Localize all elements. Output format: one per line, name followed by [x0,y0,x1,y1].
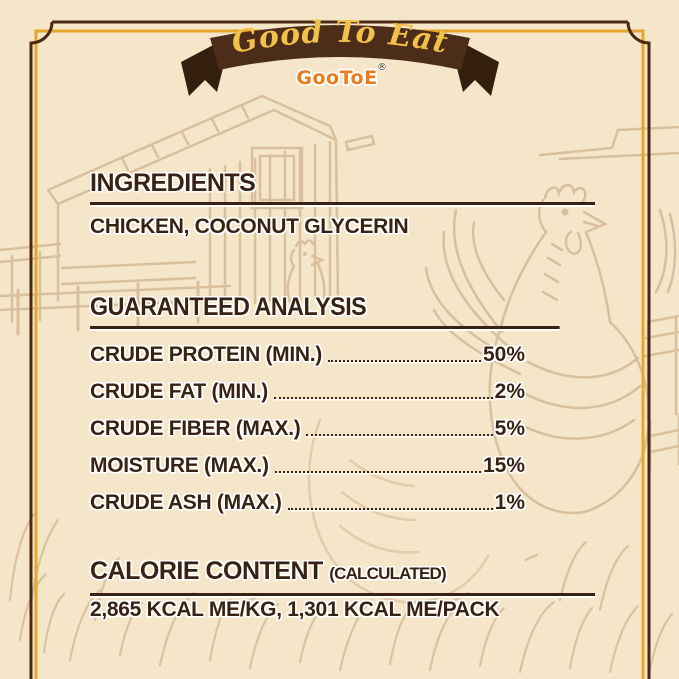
row-value: 2% [494,380,525,403]
guaranteed-analysis-heading-text: GUARANTEED ANALYSIS [90,293,367,321]
row-label: CRUDE FIBER (MAX.) [90,417,301,440]
table-row: CRUDE ASH (MAX.) 1% [90,477,525,514]
frame-dark-right-line [626,21,651,679]
table-row: CRUDE FAT (MIN.) 2% [90,366,525,403]
row-label: MOISTURE (MAX.) [90,454,269,477]
ingredients-heading: INGREDIENTS [90,170,595,205]
row-value: 15% [482,454,525,477]
calorie-content-note: (CALCULATED) [329,564,446,583]
ingredients-value: CHICKEN, COCONUT GLYCERIN [90,215,409,238]
rooster-wattle [564,230,583,255]
table-row: CRUDE FIBER (MAX.) 5% [90,403,525,440]
registered-mark: ® [377,62,387,73]
row-value: 50% [482,343,525,366]
brand-logo-text: GooToE [296,67,377,89]
guaranteed-analysis-table: CRUDE PROTEIN (MIN.) 50% CRUDE FAT (MIN.… [90,329,525,514]
dotted-leader [273,397,493,399]
row-value: 5% [494,417,525,440]
row-label: CRUDE ASH (MAX.) [90,491,282,514]
dotted-leader [274,471,481,473]
row-label: CRUDE PROTEIN (MIN.) [90,343,322,366]
calorie-content-heading-text: CALORIE CONTENT [90,557,323,585]
hen-head [294,239,315,248]
rooster-beak [582,210,608,234]
frame-dark-left-line [29,21,54,679]
horizon-line [538,125,679,157]
row-value: 1% [494,491,525,514]
dotted-leader [287,508,493,510]
guaranteed-analysis-heading: GUARANTEED ANALYSIS [90,294,560,329]
calorie-content-heading: CALORIE CONTENT (CALCULATED) [90,558,595,596]
table-row: MOISTURE (MAX.) 15% [90,440,525,477]
crate [646,314,679,324]
rooster-eye [561,208,569,216]
calorie-content-value: 2,865 KCAL ME/KG, 1,301 KCAL ME/PACK [90,598,500,621]
table-row: CRUDE PROTEIN (MIN.) 50% [90,329,525,366]
brand-ribbon: Good To Eat GooToE ® [181,15,499,96]
dotted-leader [328,360,481,362]
dotted-leader [306,434,493,436]
ingredients-heading-text: INGREDIENTS [90,169,256,197]
row-label: CRUDE FAT (MIN.) [90,380,268,403]
